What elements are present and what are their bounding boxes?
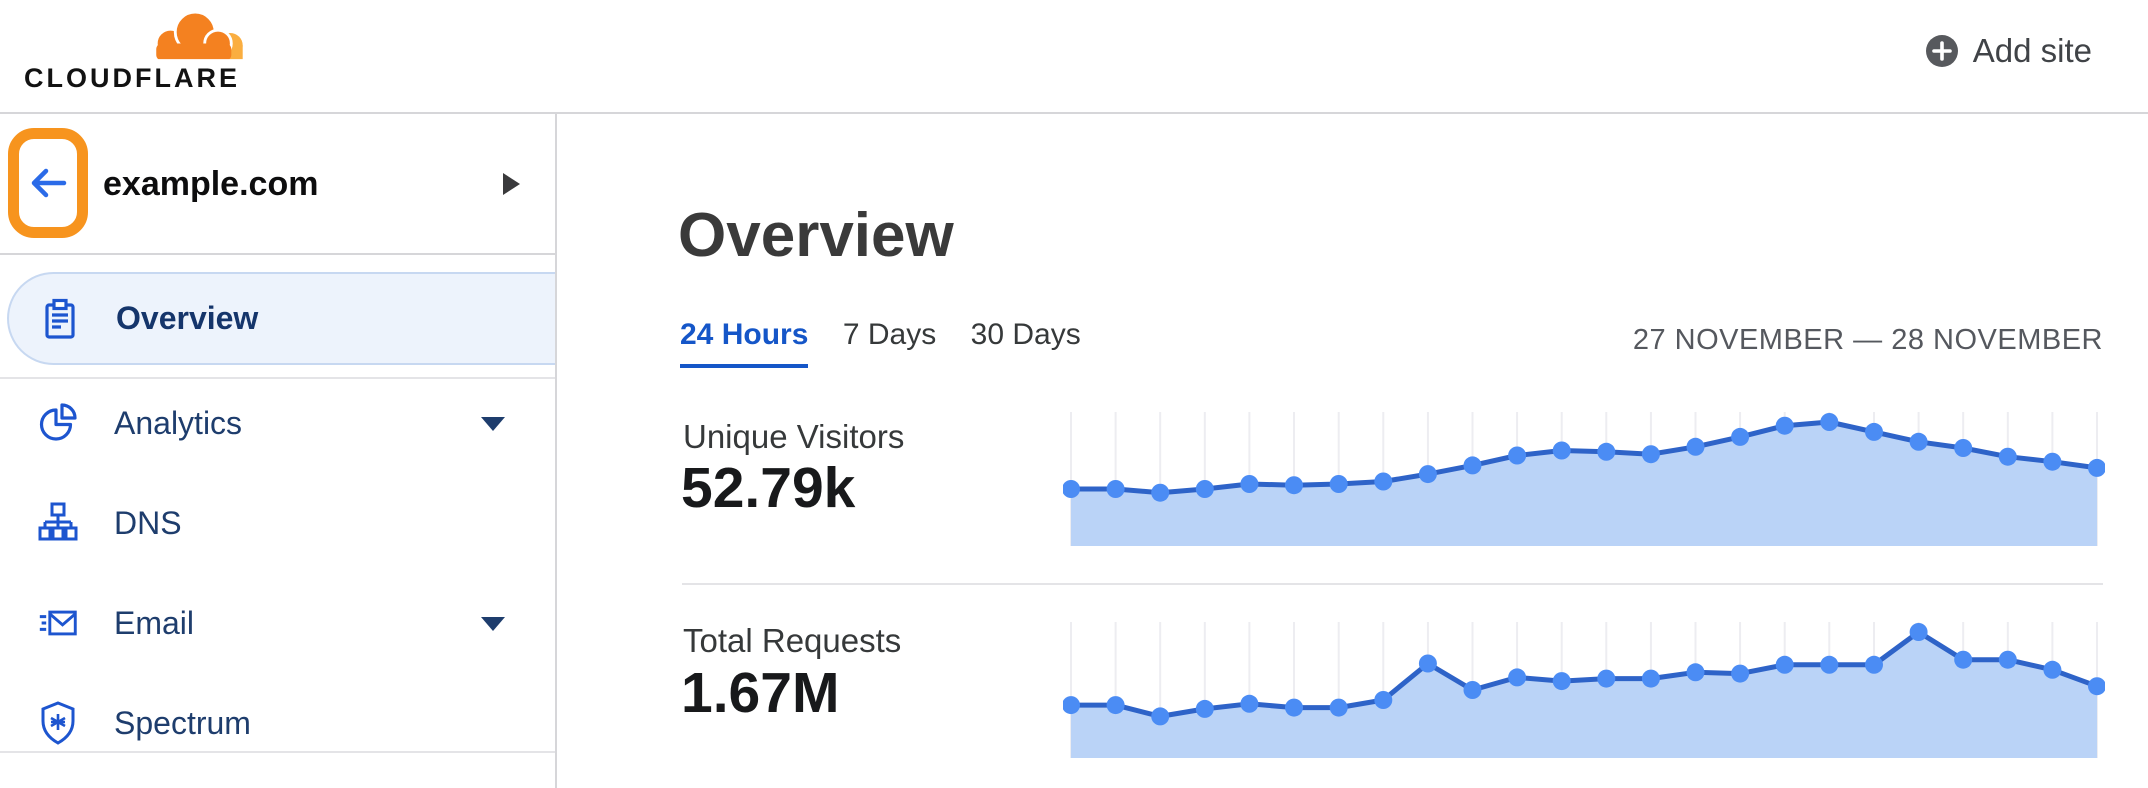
sidebar-divider (0, 377, 555, 379)
plus-icon (1925, 35, 1958, 67)
sidebar-item-label: Overview (116, 300, 259, 336)
sidebar-divider (0, 751, 555, 753)
sidebar: example.com Overview Analytics (0, 114, 557, 788)
shield-icon (38, 701, 78, 745)
sidebar-item-label: Spectrum (114, 704, 251, 741)
clipboard-icon (40, 297, 80, 341)
main-content: Overview 24 Hours 7 Days 30 Days 27 NOVE… (559, 114, 2148, 788)
metric-value-unique-visitors: 52.79k (681, 456, 856, 520)
cloudflare-wordmark: CLOUDFLARE (24, 63, 240, 93)
add-site-button[interactable]: Add site (1925, 32, 2092, 70)
cloudflare-cloud-icon (142, 10, 256, 62)
metric-label-total-requests: Total Requests (683, 622, 902, 659)
sidebar-item-overview[interactable]: Overview (7, 272, 555, 365)
metric-value-total-requests: 1.67M (681, 661, 840, 725)
chevron-right-icon[interactable] (503, 172, 520, 195)
total-requests-sparkline-chart[interactable] (1062, 622, 2106, 763)
cloudflare-logo[interactable]: CLOUDFLARE (24, 4, 256, 94)
back-arrow-icon (31, 168, 67, 198)
chevron-down-icon[interactable] (481, 617, 505, 631)
unique-visitors-sparkline-chart[interactable] (1062, 412, 2106, 551)
network-tree-icon (38, 501, 78, 545)
pie-chart-icon (38, 401, 78, 445)
add-site-label: Add site (1972, 32, 2092, 69)
sidebar-item-label: DNS (114, 504, 182, 541)
sidebar-item-email[interactable]: Email (0, 573, 555, 673)
tab-24-hours[interactable]: 24 Hours (680, 318, 809, 368)
back-button[interactable] (8, 128, 88, 238)
sidebar-item-dns[interactable]: DNS (0, 473, 555, 573)
sidebar-item-label: Email (114, 604, 195, 641)
period-tabs: 24 Hours 7 Days 30 Days (680, 318, 1111, 368)
tab-30-days[interactable]: 30 Days (970, 318, 1081, 351)
metric-label-unique-visitors: Unique Visitors (683, 418, 905, 455)
sidebar-item-analytics[interactable]: Analytics (0, 373, 555, 473)
page-title: Overview (678, 201, 954, 270)
email-icon (38, 601, 78, 645)
date-range: 27 NOVEMBER — 28 NOVEMBER (1632, 324, 2103, 356)
tab-7-days[interactable]: 7 Days (842, 318, 937, 351)
sidebar-item-spectrum[interactable]: Spectrum (0, 673, 555, 773)
top-header: CLOUDFLARE Add site (0, 0, 2148, 114)
site-name[interactable]: example.com (103, 165, 319, 203)
section-divider (682, 583, 2103, 585)
chevron-down-icon[interactable] (481, 417, 505, 431)
site-selector: example.com (0, 114, 555, 255)
sidebar-item-label: Analytics (114, 404, 243, 441)
